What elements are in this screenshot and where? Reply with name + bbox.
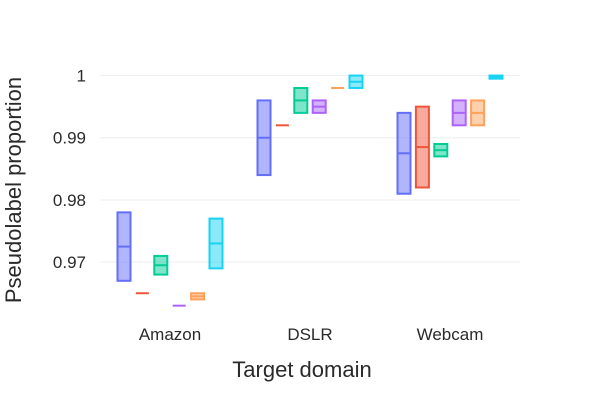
box-series-2-webcam — [414, 105, 430, 189]
box-series-3-amazon — [153, 254, 169, 276]
x-axis-title: Target domain — [232, 357, 371, 382]
boxes — [116, 74, 504, 307]
y-tick-label-0-97: 0.97 — [53, 253, 86, 272]
box-series-5-amazon — [190, 292, 206, 301]
box-series-6-amazon — [208, 217, 224, 270]
gridlines — [100, 75, 520, 263]
x-tick-label-webcam: Webcam — [417, 325, 484, 344]
x-tick-label-amazon: Amazon — [139, 325, 201, 344]
y-tick-label-1: 1 — [77, 67, 86, 86]
box-series-4-dslr — [311, 99, 327, 114]
box-series-1-dslr — [256, 99, 272, 177]
x-axis-ticks: Amazon DSLR Webcam — [139, 325, 484, 344]
box-series-3-dslr — [293, 86, 309, 114]
y-axis-title: Pseudolabel proportion — [1, 77, 26, 303]
x-tick-label-dslr: DSLR — [287, 325, 332, 344]
y-axis-ticks: 0.97 0.98 0.99 1 — [53, 67, 86, 273]
box-series-6-dslr — [348, 74, 364, 89]
box-series-6-webcam — [488, 74, 504, 80]
box-series-5-webcam — [470, 99, 486, 127]
box-series-1-amazon — [116, 211, 132, 282]
y-tick-label-0-99: 0.99 — [53, 129, 86, 148]
box-series-4-webcam — [451, 99, 467, 127]
box-series-1-webcam — [396, 111, 412, 195]
box-series-3-webcam — [433, 142, 449, 158]
y-tick-label-0-98: 0.98 — [53, 191, 86, 210]
